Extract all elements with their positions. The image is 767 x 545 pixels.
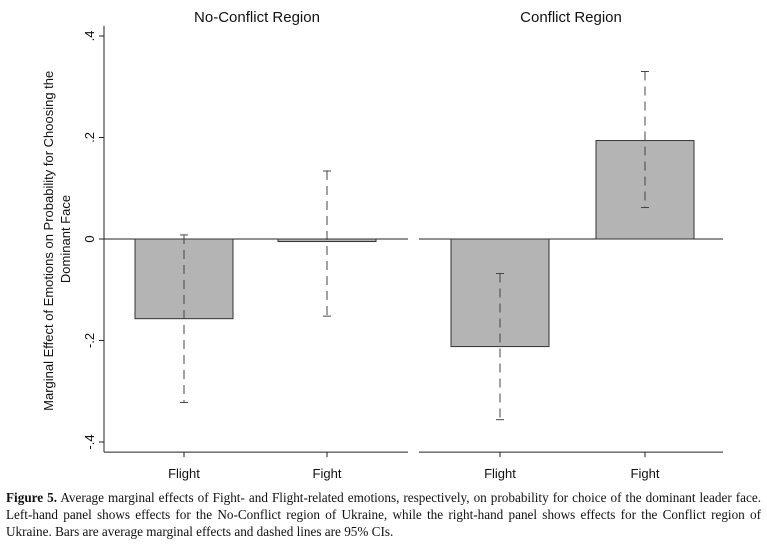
figure-chart: Marginal Effect of Emotions on Probabili… [41,9,723,481]
y-tick-label: .4 [82,31,97,42]
y-tick-label: .2 [82,132,97,143]
panel-no-conflict: No-Conflict Region Flight Fight [104,9,408,481]
x-tick-label: Fight [313,466,342,481]
panel-title: No-Conflict Region [194,9,320,26]
panel-conflict: Conflict Region Flight Fight [419,9,723,481]
figure-caption: Figure 5. Average marginal effects of Fi… [6,489,761,540]
bar [595,140,695,240]
figure-caption-text: Average marginal effects of Fight- and F… [6,490,761,539]
y-tick-label: 0 [82,235,97,242]
panel-title: Conflict Region [520,9,622,26]
y-tick-label: -.4 [82,434,97,449]
figure-label: Figure 5. [6,490,58,505]
y-tick-label: -.2 [82,333,97,348]
y-axis-label: Marginal Effect of Emotions on Probabili… [41,67,73,411]
x-tick-label: Fight [631,466,660,481]
y-axis-label-line2: Dominant Face [58,195,73,283]
x-tick-label: Flight [168,466,200,481]
y-axis-label-line1: Marginal Effect of Emotions on Probabili… [41,71,56,411]
x-tick-label: Flight [484,466,516,481]
